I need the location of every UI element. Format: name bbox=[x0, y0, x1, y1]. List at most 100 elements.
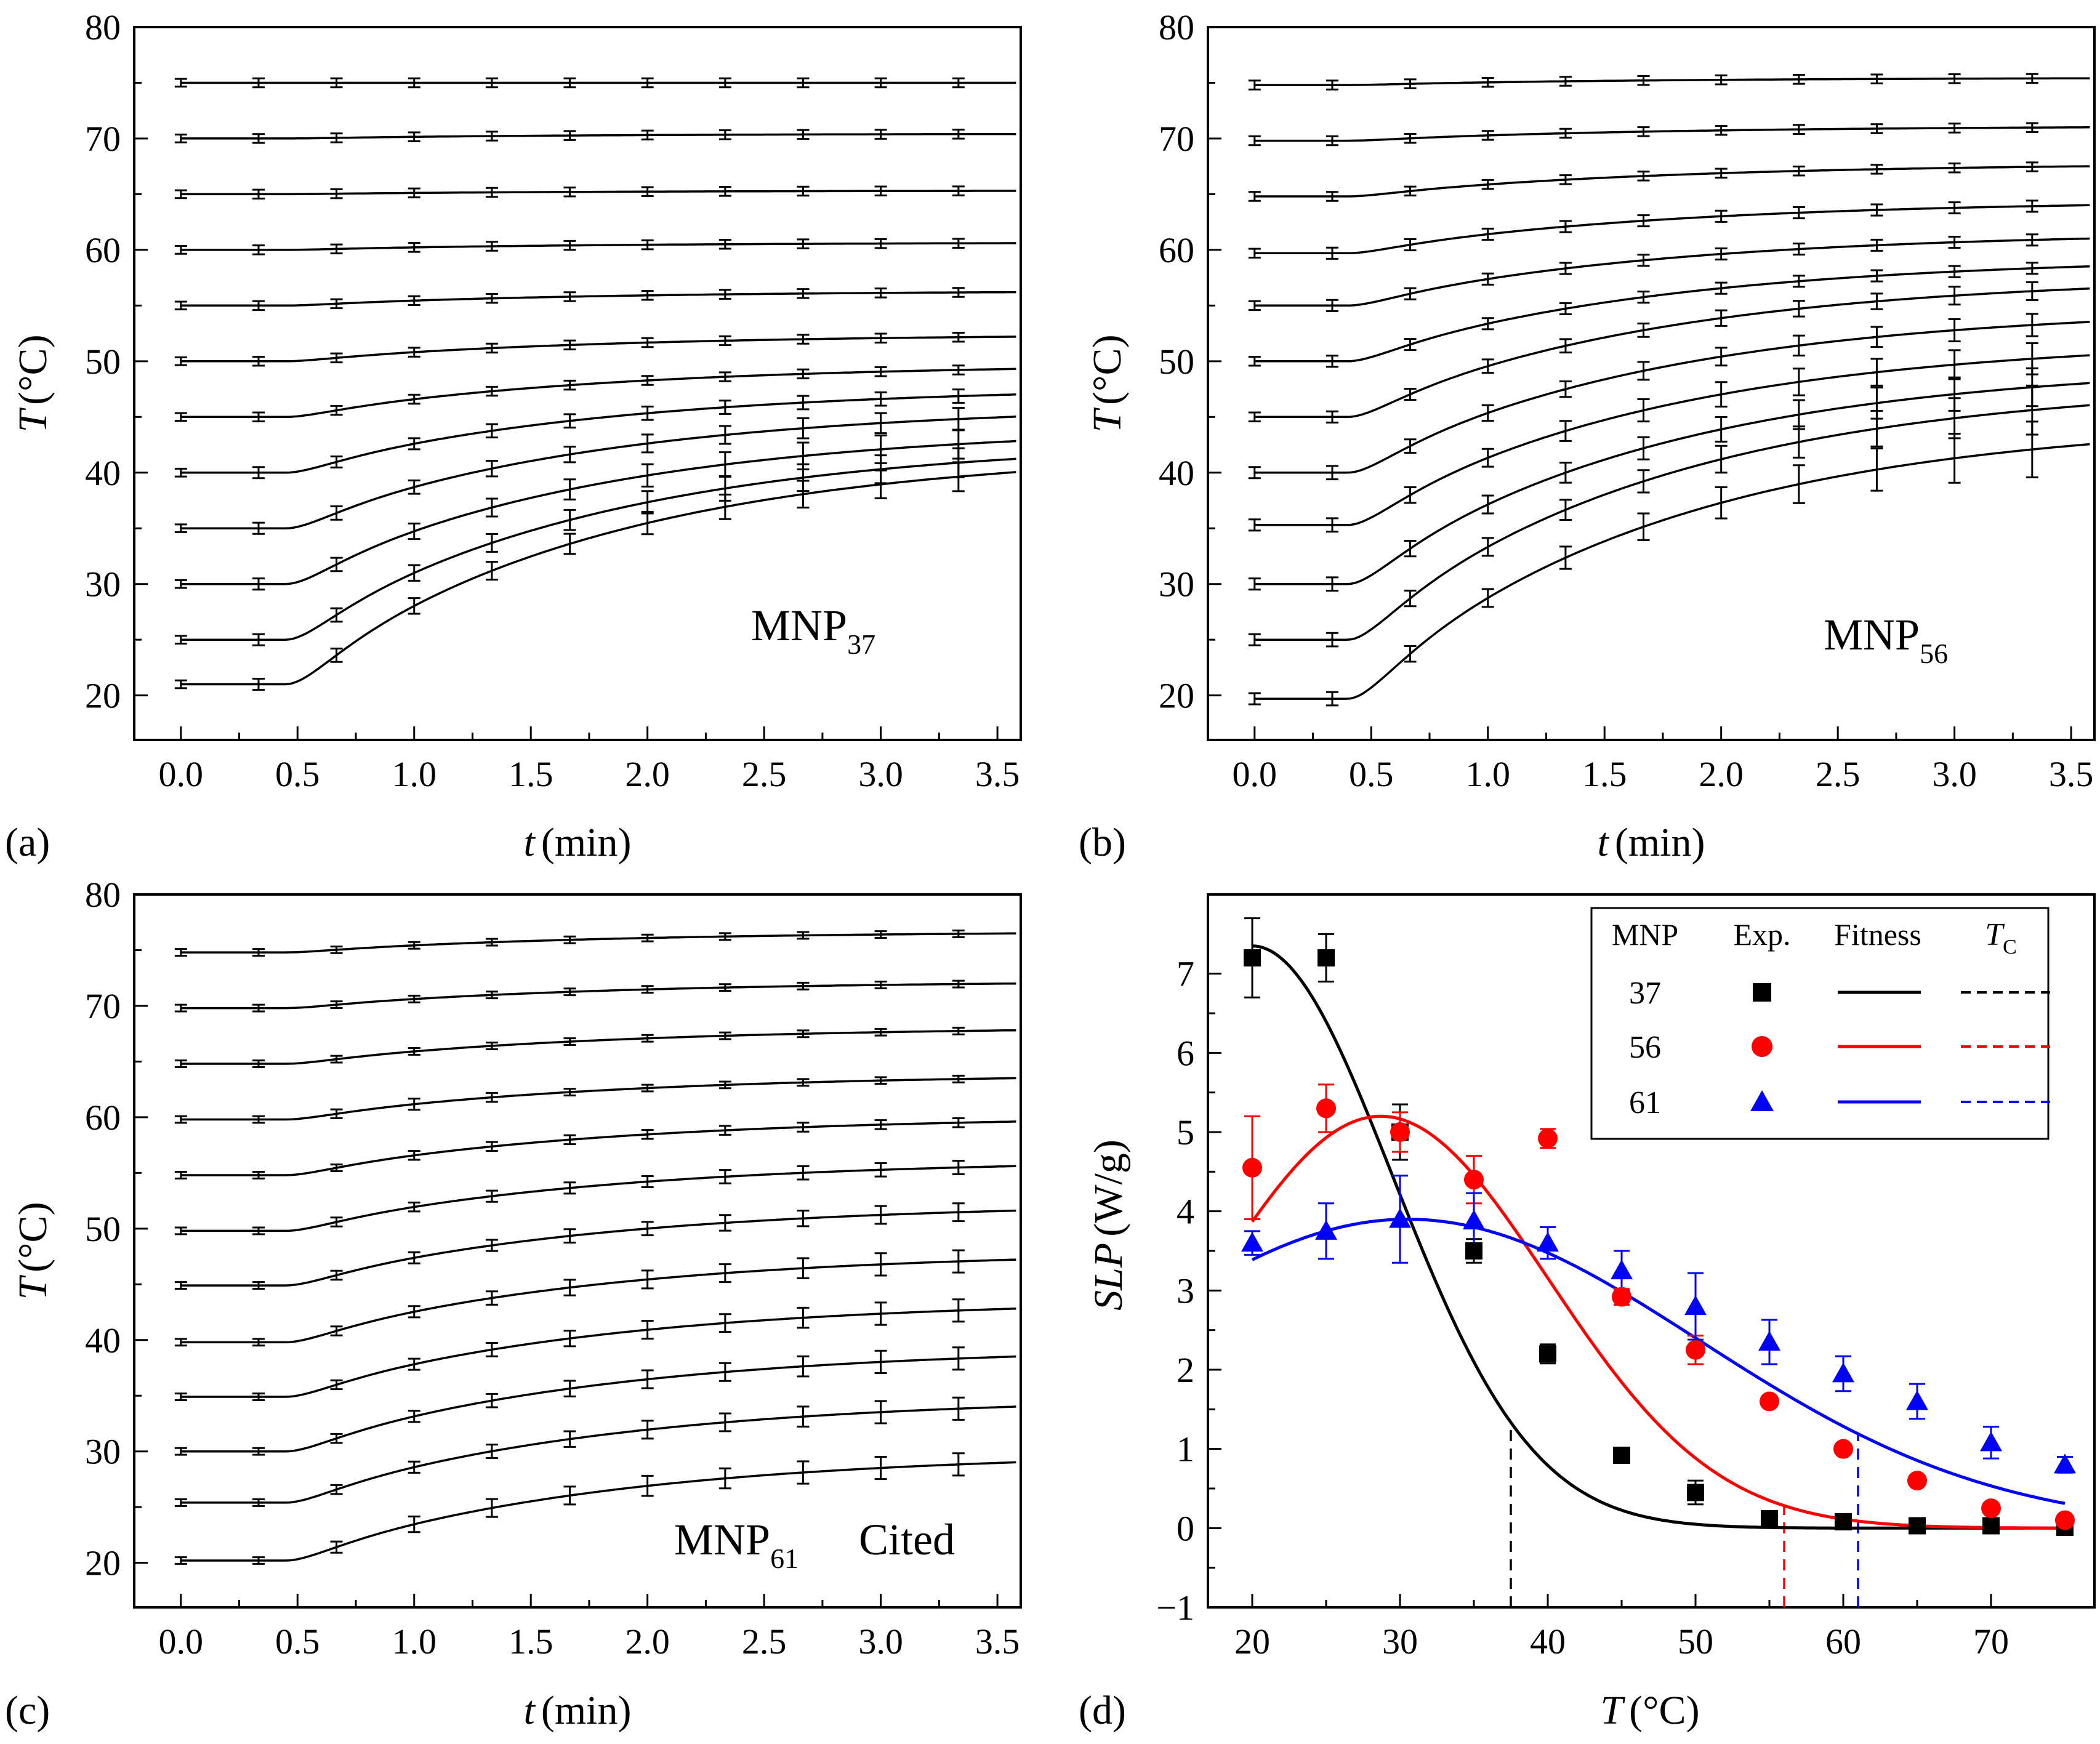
data-curves bbox=[1254, 77, 2090, 700]
data-curves bbox=[180, 81, 1016, 686]
heating-curve-2 bbox=[1254, 404, 2090, 641]
x-tick-label: 1.0 bbox=[392, 754, 436, 794]
x-tick-label: 2.0 bbox=[1699, 754, 1744, 794]
x-tick-labels: 20 30 40 50 60 70 bbox=[1234, 1621, 2009, 1662]
data-point-61 bbox=[1463, 1210, 1485, 1230]
heating-curve-11 bbox=[180, 982, 1016, 1010]
y-tick-label: 6 bbox=[1177, 1033, 1194, 1073]
heating-curve-10 bbox=[180, 1029, 1016, 1065]
heating-curve-8 bbox=[180, 1120, 1016, 1176]
data-markers bbox=[1241, 949, 2076, 1537]
heating-curve-11 bbox=[180, 132, 1016, 140]
data-point-56 bbox=[1981, 1498, 2001, 1519]
plot-frame bbox=[133, 26, 1022, 741]
data-point-37 bbox=[1613, 1446, 1630, 1464]
sample-annotation: MNP37 bbox=[751, 601, 875, 660]
heating-curve-12 bbox=[1254, 77, 2090, 86]
heating-curve-9 bbox=[180, 1077, 1016, 1121]
panel-b: 0.0 0.5 1.0 1.5 2.0 2.5 3.0 3.5 20304050607080 … bbox=[1079, 7, 2096, 865]
y-axis-variable: SLP bbox=[1086, 1243, 1131, 1311]
legend-mnp-56: 56 bbox=[1629, 1030, 1661, 1065]
error-bars bbox=[174, 77, 965, 691]
data-point-37 bbox=[1761, 1509, 1778, 1527]
data-point-37 bbox=[1539, 1345, 1556, 1363]
y-axis-variable: T bbox=[10, 1275, 55, 1300]
legend-box bbox=[1590, 907, 2050, 1140]
y-tick-label: 30 bbox=[1159, 565, 1194, 605]
x-tick-label: 2.5 bbox=[742, 754, 787, 794]
legend-marker-37 bbox=[1753, 983, 1771, 1002]
error-bars bbox=[1248, 73, 2038, 707]
panel-c: 0.0 0.5 1.0 1.5 2.0 2.5 3.0 3.5 20304050607080 … bbox=[5, 875, 1022, 1733]
heating-curve-10 bbox=[180, 190, 1016, 196]
y-tick-label: 40 bbox=[85, 1320, 121, 1360]
x-tick-label: 2.0 bbox=[625, 754, 670, 794]
x-axis-label: t (min) bbox=[524, 820, 632, 865]
x-tick-label: 3.5 bbox=[975, 754, 1020, 794]
y-tick-label: 50 bbox=[85, 342, 121, 382]
x-tick-label: 2.5 bbox=[1816, 754, 1861, 794]
x-tick-label: 3.0 bbox=[858, 1621, 903, 1662]
data-point-56 bbox=[1760, 1391, 1779, 1412]
x-tick-label: 1.0 bbox=[392, 1621, 436, 1662]
axis-ticks bbox=[134, 26, 999, 740]
panel-a: 0.0 0.5 1.0 1.5 2.0 2.5 3.0 3.5 20304050607080 … bbox=[5, 7, 1022, 865]
x-tick-label: 70 bbox=[1973, 1621, 2009, 1662]
x-tick-label: 0.0 bbox=[1233, 754, 1277, 794]
data-point-56 bbox=[1390, 1122, 1410, 1142]
y-axis-label: T (°C) bbox=[10, 1202, 55, 1300]
x-tick-labels: 0.0 0.5 1.0 1.5 2.0 2.5 3.0 3.5 bbox=[159, 1621, 1020, 1662]
data-point-61 bbox=[1241, 1232, 1263, 1252]
data-point-61 bbox=[1980, 1431, 2002, 1452]
data-point-61 bbox=[1611, 1260, 1633, 1280]
fit-curve-37 bbox=[1252, 944, 2065, 1530]
legend-marker-61 bbox=[1750, 1090, 1774, 1111]
error-bars bbox=[174, 929, 965, 1565]
x-tick-label: 0.5 bbox=[1349, 754, 1394, 794]
annotation-main: MNP bbox=[674, 1515, 770, 1564]
y-tick-label: 1 bbox=[1177, 1429, 1194, 1469]
heating-curve-1 bbox=[180, 471, 1016, 686]
y-tick-label: 40 bbox=[1159, 453, 1194, 493]
heating-curve-3 bbox=[180, 440, 1016, 585]
panel-label: (b) bbox=[1079, 820, 1126, 865]
x-axis-label: T (°C) bbox=[1600, 1688, 1699, 1733]
x-tick-labels: 0.0 0.5 1.0 1.5 2.0 2.5 3.0 3.5 bbox=[159, 754, 1020, 794]
y-tick-label: 0 bbox=[1177, 1508, 1194, 1548]
heating-curve-4 bbox=[1254, 354, 2090, 526]
x-tick-label: 2.0 bbox=[625, 1621, 670, 1662]
annotation-sub: 56 bbox=[1920, 638, 1948, 669]
y-tick-label: 5 bbox=[1177, 1112, 1194, 1152]
y-tick-label: 40 bbox=[85, 453, 121, 493]
heating-curve-5 bbox=[180, 1258, 1016, 1344]
data-point-61 bbox=[1758, 1330, 1780, 1351]
x-axis-unit: (°C) bbox=[1629, 1688, 1699, 1733]
x-tick-label: 1.5 bbox=[1582, 754, 1627, 794]
y-tick-label: −1 bbox=[1156, 1588, 1194, 1628]
data-point-61 bbox=[1684, 1295, 1707, 1316]
panel-label: (c) bbox=[5, 1688, 50, 1733]
y-tick-label: 70 bbox=[85, 986, 121, 1026]
y-tick-labels: 20 30 40 50 60 70 80 bbox=[85, 875, 121, 1583]
y-tick-label: 30 bbox=[85, 1432, 121, 1472]
y-tick-label: 3 bbox=[1177, 1271, 1194, 1311]
data-point-56 bbox=[1464, 1170, 1484, 1190]
fit-curve-56 bbox=[1250, 1114, 2065, 1530]
data-point-37 bbox=[1909, 1517, 1926, 1535]
y-tick-label: 50 bbox=[1159, 342, 1194, 382]
fit-curves bbox=[1250, 944, 2066, 1530]
legend-rows: 37 56 61 bbox=[1629, 976, 2050, 1120]
heating-curve-2 bbox=[180, 1405, 1016, 1504]
data-point-61 bbox=[1906, 1390, 1928, 1410]
y-tick-label: 20 bbox=[85, 676, 121, 716]
legend-marker-56 bbox=[1752, 1036, 1772, 1057]
y-axis-unit: (°C) bbox=[10, 1202, 55, 1272]
x-tick-label: 3.0 bbox=[1932, 754, 1977, 794]
data-point-56 bbox=[2055, 1510, 2075, 1530]
axis-ticks bbox=[134, 893, 999, 1607]
legend-header-exp: Exp. bbox=[1733, 917, 1790, 952]
x-axis-label: t (min) bbox=[524, 1688, 632, 1733]
x-tick-label: 1.5 bbox=[509, 1621, 553, 1662]
heating-curve-7 bbox=[180, 336, 1016, 363]
